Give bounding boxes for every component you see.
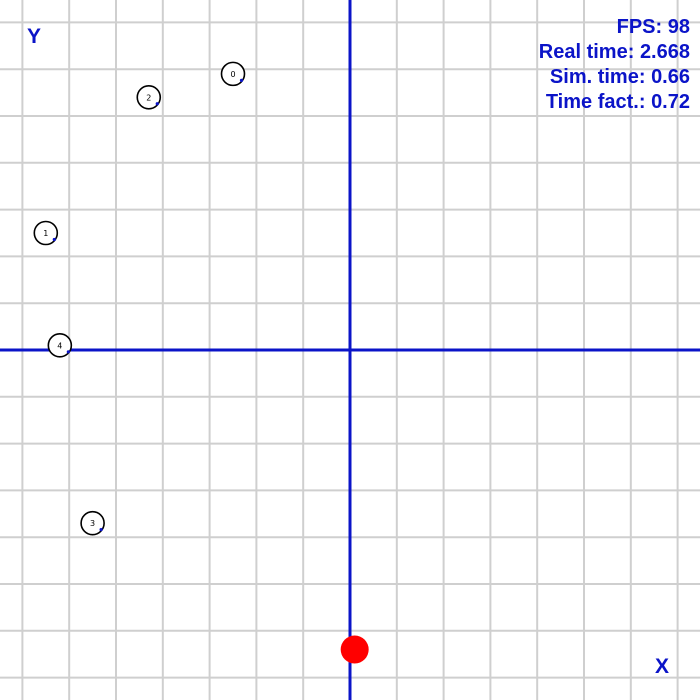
body-circle	[33, 220, 59, 246]
bodies-layer: 0 1 2 3 4	[33, 61, 246, 536]
time-factor-readout: Time fact.: 0.72	[539, 90, 690, 115]
real-time-label: Real time:	[538, 41, 635, 63]
body-marker[interactable]: 3	[80, 510, 105, 536]
body-heading-dot	[155, 102, 159, 106]
y-axis-label: Y	[27, 25, 41, 48]
x-axis-label: X	[655, 655, 669, 678]
body-label: 3	[90, 519, 95, 528]
body-marker[interactable]: 4	[47, 333, 73, 358]
sim-time-value: 0.66	[651, 66, 690, 88]
body-label: 0	[230, 70, 235, 79]
body-marker[interactable]: 2	[136, 84, 162, 110]
target-marker[interactable]	[340, 635, 369, 664]
fps-value: 98	[667, 16, 690, 38]
body-heading-dot	[52, 237, 56, 242]
body-label: 2	[146, 93, 151, 102]
body-circle	[80, 510, 105, 536]
fps-label: FPS:	[616, 16, 663, 38]
sim-time-label: Sim. time:	[549, 66, 646, 88]
time-factor-label: Time fact.:	[545, 91, 646, 113]
body-heading-dot	[99, 528, 103, 532]
sim-time-readout: Sim. time: 0.66	[539, 65, 690, 90]
body-marker[interactable]: 1	[33, 220, 59, 246]
body-heading-dot	[66, 350, 70, 354]
body-label: 4	[57, 341, 62, 350]
body-marker[interactable]: 0	[220, 61, 246, 87]
body-circle	[136, 84, 162, 110]
target-layer	[340, 635, 369, 664]
body-circle	[220, 61, 246, 87]
body-heading-dot	[239, 78, 244, 82]
fps-readout: FPS: 98	[539, 15, 690, 40]
real-time-readout: Real time: 2.668	[539, 40, 690, 65]
body-label: 1	[43, 229, 48, 238]
stats-overlay: FPS: 98 Real time: 2.668 Sim. time: 0.66…	[539, 15, 690, 115]
body-circle	[47, 333, 73, 358]
time-factor-value: 0.72	[651, 91, 690, 113]
real-time-value: 2.668	[639, 41, 690, 63]
